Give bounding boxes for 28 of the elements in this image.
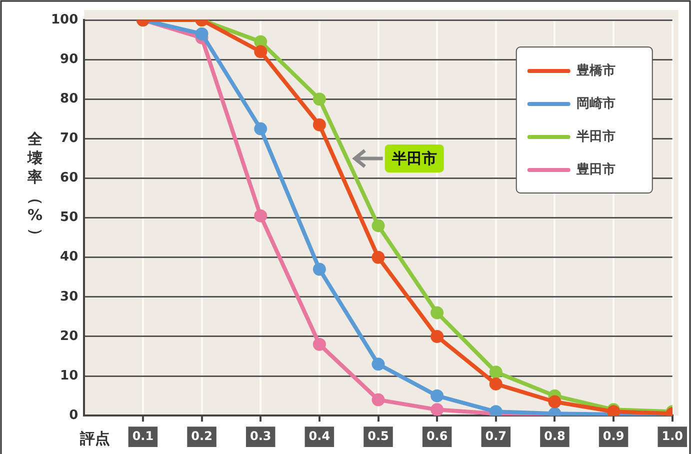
y-tick-label: 40 bbox=[60, 250, 78, 265]
x-tick-label: 0.2 bbox=[191, 428, 212, 443]
y-tick-label: 100 bbox=[50, 12, 78, 28]
x-tick-label: 0.8 bbox=[544, 428, 566, 443]
y-tick-label: 0 bbox=[69, 408, 78, 423]
legend-label: 半田市 bbox=[575, 128, 616, 144]
x-tick-label: 0.6 bbox=[426, 428, 448, 443]
y-tick-label: 70 bbox=[60, 131, 78, 146]
legend-label: 豊田市 bbox=[575, 161, 616, 178]
y-axis-title: 全壊率（%） bbox=[26, 130, 46, 243]
y-tick-label: 10 bbox=[60, 368, 78, 384]
x-axis-title: 評点 bbox=[79, 429, 110, 448]
x-tick-label: 0.5 bbox=[368, 428, 389, 443]
x-tick-label: 1.0 bbox=[662, 428, 684, 443]
x-tick-label: 0.9 bbox=[602, 428, 624, 443]
legend-label: 岡崎市 bbox=[576, 95, 616, 112]
y-tick-label: 90 bbox=[60, 52, 78, 67]
legend-label: 豊橋市 bbox=[575, 62, 616, 78]
annotation: 半田市 bbox=[390, 149, 437, 168]
x-tick-label: 0.3 bbox=[250, 428, 272, 443]
x-tick-label: 0.4 bbox=[308, 428, 330, 443]
y-tick-label: 50 bbox=[60, 210, 78, 226]
y-tick-label: 30 bbox=[60, 289, 78, 304]
y-tick-label: 60 bbox=[60, 170, 78, 186]
x-tick-label: 0.7 bbox=[485, 428, 507, 443]
y-tick-label: 80 bbox=[60, 91, 78, 106]
x-tick-label: 0.1 bbox=[132, 428, 154, 443]
y-tick-label: 20 bbox=[60, 328, 78, 344]
